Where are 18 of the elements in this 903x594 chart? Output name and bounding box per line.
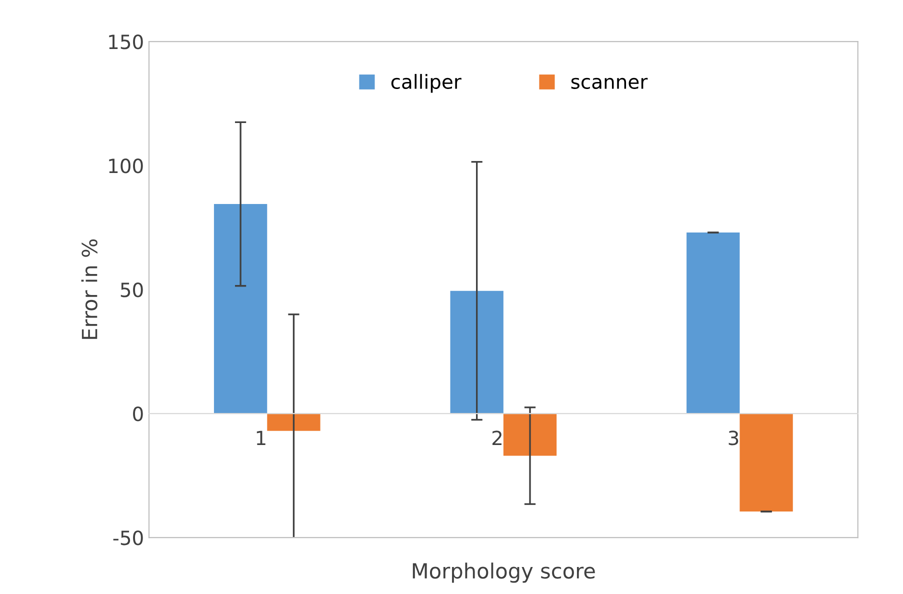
x-tick-label: 2 [492,430,502,446]
bar [503,414,557,456]
bar [686,232,740,414]
y-tick-label: 150 [109,34,143,50]
x-tick-label: 3 [728,430,738,446]
bar [267,414,320,431]
legend-label: calliper [391,74,462,93]
y-tick-label: 100 [109,158,143,174]
y-tick-label: 50 [120,282,143,298]
bar [214,204,268,414]
legend-label: scanner [571,78,648,90]
y-tick-label: 0 [133,406,143,422]
bar [740,414,793,512]
y-tick-label: -50 [113,530,143,546]
x-axis-title: Morphology score [412,562,595,583]
x-tick-label: 1 [256,430,266,446]
bar [450,290,504,414]
y-axis-title: Error in % [81,239,98,339]
